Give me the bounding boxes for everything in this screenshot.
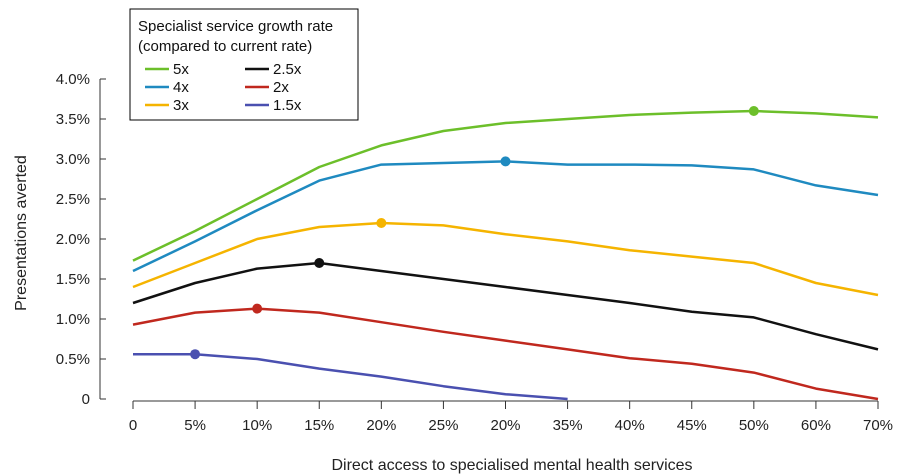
y-tick-label: 0.5%	[56, 351, 90, 368]
y-tick-label: 2.5%	[56, 191, 90, 208]
series-marker-4x	[500, 156, 511, 167]
legend-title-line1: Specialist service growth rate	[138, 18, 333, 35]
x-tick-label: 25%	[428, 417, 458, 434]
x-axis-title: Direct access to specialised mental heal…	[331, 457, 692, 474]
x-tick-label: 35%	[553, 417, 583, 434]
legend-label-2x: 2x	[273, 79, 289, 96]
legend: Specialist service growth rate (compared…	[129, 8, 359, 121]
series-markers	[190, 106, 759, 360]
x-tick-label: 40%	[615, 417, 645, 434]
series-lines	[132, 109, 879, 401]
y-tick-label: 3.0%	[56, 151, 90, 168]
series-line-2x	[132, 307, 879, 401]
x-tick-label: 20%	[490, 417, 520, 434]
legend-label-3x: 3x	[173, 97, 189, 114]
legend-label-5x: 5x	[173, 61, 189, 78]
y-tick-label: 1.0%	[56, 311, 90, 328]
y-axis-title: Presentations averted	[13, 155, 30, 311]
x-tick-label: 5%	[184, 417, 206, 434]
legend-label-1.5x: 1.5x	[273, 97, 302, 114]
x-tick-label: 45%	[677, 417, 707, 434]
series-line-5x	[132, 109, 879, 262]
legend-label-2.5x: 2.5x	[273, 61, 302, 78]
x-axis: 0 5% 10% 15% 20% 25% 20% 35% 40% 45% 50% 60% 70%	[129, 400, 893, 434]
y-tick-label: 2.0%	[56, 231, 90, 248]
series-line-2.5x	[132, 261, 879, 351]
x-tick-label: 50%	[739, 417, 769, 434]
x-tick-label: 70%	[863, 417, 893, 434]
y-tick-label: 4.0%	[56, 71, 90, 88]
y-tick-label: 0	[82, 391, 90, 408]
series-marker-2.5x	[314, 258, 325, 268]
y-tick-label: 3.5%	[56, 111, 90, 128]
series-line-4x	[132, 160, 879, 273]
series-marker-5x	[748, 106, 759, 116]
series-marker-2x	[252, 303, 263, 314]
legend-title-line2: (compared to current rate)	[138, 38, 312, 55]
y-tick-label: 1.5%	[56, 271, 90, 288]
y-axis: 0 0.5% 1.0% 1.5% 2.0% 2.5% 3.0% 3.5% 4.0%	[56, 71, 106, 408]
x-tick-label: 0	[129, 417, 137, 434]
series-line-3x	[132, 221, 879, 297]
series-line-1.5x	[133, 352, 568, 401]
x-tick-label: 15%	[304, 417, 334, 434]
legend-label-4x: 4x	[173, 79, 189, 96]
x-tick-label: 20%	[366, 417, 396, 434]
series-marker-1.5x	[190, 349, 201, 360]
x-tick-label: 10%	[242, 417, 272, 434]
series-marker-3x	[376, 218, 387, 228]
legend-box	[129, 8, 359, 121]
x-tick-label: 60%	[801, 417, 831, 434]
